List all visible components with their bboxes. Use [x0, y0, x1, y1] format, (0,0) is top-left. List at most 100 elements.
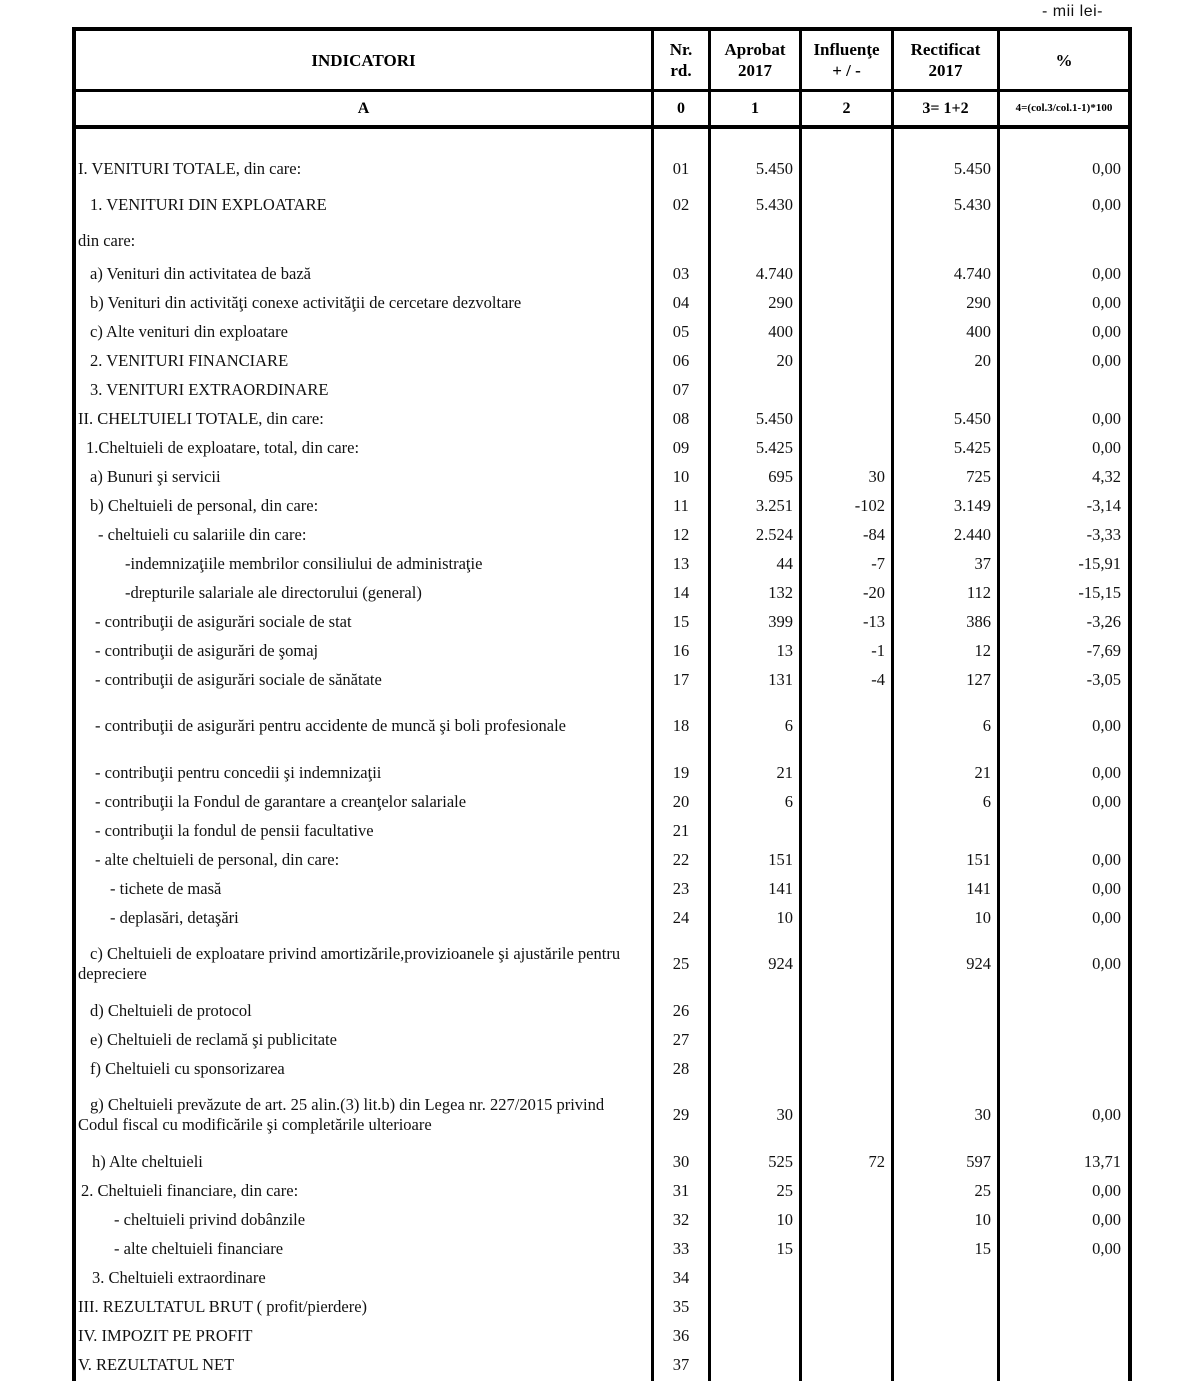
row-nr: 09	[654, 433, 711, 462]
row-label: - alte cheltuieli financiare	[76, 1234, 654, 1263]
cell-procent: 0,00	[1092, 1105, 1121, 1124]
row-label	[76, 1379, 654, 1381]
row-label: - cheltuieli cu salariile din care:	[76, 520, 654, 549]
row-label: a) Bunuri şi servicii	[76, 462, 654, 491]
cell-influente	[802, 996, 894, 1025]
row-label: - cheltuieli privind dobânzile	[76, 1205, 654, 1234]
table-row: h) Alte cheltuieli 30 525 72 597 13,71	[76, 1147, 1128, 1176]
table-row: - contribuţii de asigurări sociale de st…	[76, 607, 1128, 636]
cell-rectificat	[894, 816, 1000, 845]
table-row: - deplasări, detaşări 24 10 10 0,00	[76, 903, 1128, 932]
cell-influente	[802, 1379, 894, 1381]
cell-influente	[802, 223, 894, 259]
cell-procent: -3,05	[1086, 669, 1121, 689]
table-row: 2. Cheltuieli financiare, din care: 31 25 2…	[76, 1176, 1128, 1205]
cell-aprobat: 131	[711, 665, 802, 694]
row-nr: 01	[654, 151, 711, 187]
cell-rectificat: 597	[894, 1147, 1000, 1176]
row-nr: 16	[654, 636, 711, 665]
cell-influente	[802, 1292, 894, 1321]
cell-rectificat: 386	[894, 607, 1000, 636]
col-header-percent: %	[1000, 31, 1128, 89]
cell-rectificat: 2.440	[894, 520, 1000, 549]
row-nr: 19	[654, 758, 711, 787]
table-row: - cheltuieli cu salariile din care: 12 2.5…	[76, 520, 1128, 549]
cell-aprobat	[711, 1292, 802, 1321]
cell-aprobat: 20	[711, 346, 802, 375]
row-label: g) Cheltuieli prevăzute de art. 25 alin.…	[76, 1083, 654, 1147]
cell-influente	[802, 129, 894, 151]
subheader-1: 1	[711, 92, 802, 125]
cell-rectificat	[894, 1054, 1000, 1083]
cell-aprobat: 25	[711, 1176, 802, 1205]
row-nr: 26	[654, 996, 711, 1025]
cell-procent: 0,00	[1092, 195, 1121, 214]
subheader-3: 3= 1+2	[894, 92, 1000, 125]
cell-procent: 0,00	[1092, 954, 1121, 973]
table-row: - contribuţii la Fondul de garantare a c…	[76, 787, 1128, 816]
cell-aprobat: 5.425	[711, 433, 802, 462]
cell-procent: -15,91	[1078, 553, 1121, 573]
row-nr: 23	[654, 874, 711, 903]
cell-rectificat: 37	[894, 549, 1000, 578]
table-row: 1.Cheltuieli de exploatare, total, din c…	[76, 433, 1128, 462]
row-nr: 17	[654, 665, 711, 694]
cell-rectificat	[894, 1025, 1000, 1054]
cell-procent: 4,32	[1092, 466, 1121, 486]
cell-aprobat	[711, 1054, 802, 1083]
table-row: f) Cheltuieli cu sponsorizarea 28	[76, 1054, 1128, 1083]
cell-rectificat: 30	[894, 1083, 1000, 1147]
cell-aprobat: 924	[711, 932, 802, 996]
cell-aprobat: 44	[711, 549, 802, 578]
cell-rectificat: 6	[894, 787, 1000, 816]
row-nr: 18	[654, 694, 711, 758]
cell-rectificat: 5.450	[894, 404, 1000, 433]
cell-aprobat: 10	[711, 903, 802, 932]
row-label: 3. Cheltuieli extraordinare	[76, 1263, 654, 1292]
row-nr: 25	[654, 932, 711, 996]
cell-rectificat: 290	[894, 288, 1000, 317]
cell-aprobat	[711, 1263, 802, 1292]
cell-aprobat: 525	[711, 1147, 802, 1176]
row-nr: 06	[654, 346, 711, 375]
cell-aprobat: 141	[711, 874, 802, 903]
row-nr: 08	[654, 404, 711, 433]
table-row: c) Cheltuieli de exploatare privind amor…	[76, 932, 1128, 996]
cell-aprobat: 30	[711, 1083, 802, 1147]
table-row: c) Alte venituri din exploatare 05 400 400 0…	[76, 317, 1128, 346]
cell-procent: 13,71	[1083, 1151, 1121, 1171]
row-label: e) Cheltuieli de reclamă şi publicitate	[76, 1025, 654, 1054]
cell-procent: -7,69	[1086, 640, 1121, 660]
table-row: 2. VENITURI FINANCIARE 06 20 20 0,00	[76, 346, 1128, 375]
cell-aprobat	[711, 129, 802, 151]
cell-influente	[802, 874, 894, 903]
row-label: 1. VENITURI DIN EXPLOATARE	[76, 187, 654, 223]
row-nr	[654, 1379, 711, 1381]
row-nr: 07	[654, 375, 711, 404]
row-label: - contribuţii la Fondul de garantare a c…	[76, 787, 654, 816]
cell-rectificat: 725	[894, 462, 1000, 491]
cell-rectificat	[894, 1292, 1000, 1321]
cell-aprobat: 695	[711, 462, 802, 491]
table-row: g) Cheltuieli prevăzute de art. 25 alin.…	[76, 1083, 1128, 1147]
cell-influente	[802, 932, 894, 996]
col-header-label: %	[1055, 50, 1073, 70]
table-row: - cheltuieli privind dobânzile 32 10 10 0,00	[76, 1205, 1128, 1234]
cell-rectificat	[894, 1263, 1000, 1292]
cell-rectificat	[894, 1350, 1000, 1379]
row-label: III. REZULTATUL BRUT ( profit/pierdere)	[76, 1292, 654, 1321]
cell-influente: -102	[802, 491, 894, 520]
row-nr: 28	[654, 1054, 711, 1083]
table-row: - contribuţii de asigurări de şomaj 16 13-…	[76, 636, 1128, 665]
row-label: 2. VENITURI FINANCIARE	[76, 346, 654, 375]
cell-rectificat: 151	[894, 845, 1000, 874]
cell-influente	[802, 259, 894, 288]
cell-rectificat	[894, 1379, 1000, 1381]
row-label: - contribuţii de asigurări de şomaj	[76, 636, 654, 665]
cell-aprobat: 15	[711, 1234, 802, 1263]
cell-rectificat: 4.740	[894, 259, 1000, 288]
col-header-label: Influenţe	[813, 40, 880, 59]
col-header-label: Aprobat	[724, 40, 786, 59]
row-label: b) Venituri din activităţi conexe activi…	[76, 288, 654, 317]
